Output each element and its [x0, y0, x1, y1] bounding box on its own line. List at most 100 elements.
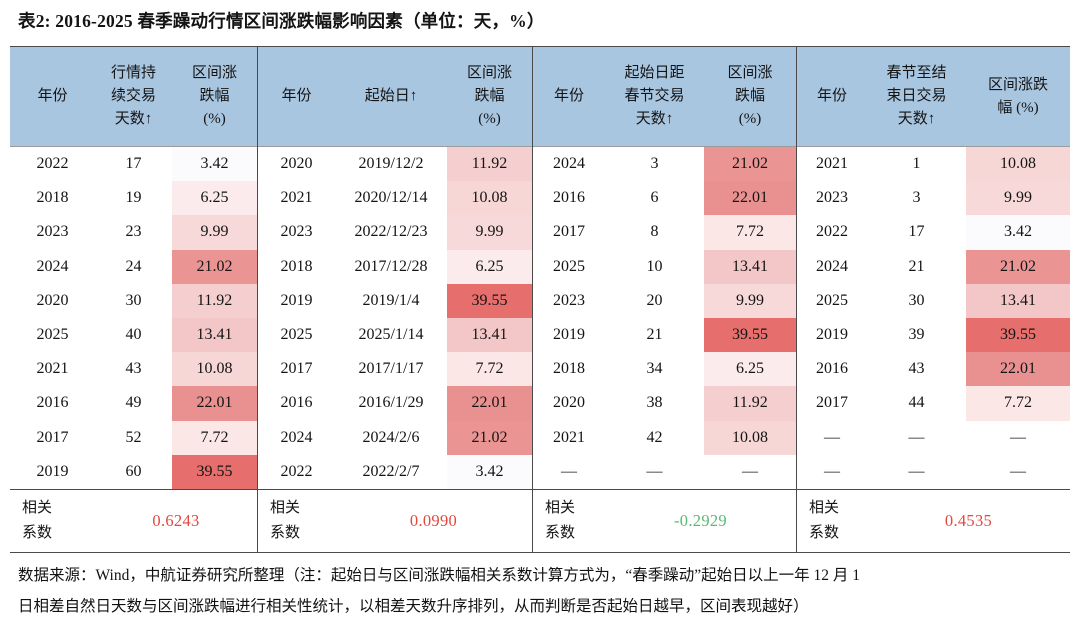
- column-header-line: (%): [203, 111, 226, 127]
- pct-cell: 13.41: [172, 317, 257, 353]
- pct-cell: 21.02: [447, 420, 532, 455]
- pct-cell: 22.01: [172, 386, 257, 421]
- year-cell: 2016: [816, 360, 848, 378]
- pct-cell: 10.08: [966, 147, 1070, 182]
- column-header-line: (%): [478, 111, 501, 127]
- column-header-line: 起始日距: [624, 65, 685, 81]
- pct-cell: 39.55: [966, 317, 1070, 353]
- column-header-pct: 区间涨 跌幅 (%): [447, 47, 532, 147]
- correlation-value: 0.6243: [95, 488, 257, 553]
- column-header-year: 年份: [258, 47, 335, 147]
- pct-cell: 21.02: [704, 147, 796, 182]
- metric-cell: 2017/1/17: [358, 360, 424, 378]
- pct-cell: 9.99: [172, 215, 257, 250]
- metric-cell: 2019/1/4: [362, 291, 420, 309]
- year-cell: 2016: [280, 394, 313, 412]
- column-header-line: (%): [738, 111, 762, 127]
- pct-cell: 7.72: [447, 352, 532, 387]
- pct-cell: 9.99: [966, 181, 1070, 216]
- pct-cell: —: [742, 462, 758, 480]
- pct-cell: 22.01: [966, 352, 1070, 387]
- pct-cell: 6.25: [704, 352, 796, 387]
- year-cell: 2022: [816, 223, 848, 241]
- column-header-line: 幅 (%): [997, 99, 1039, 116]
- correlation-label: 相关 系数: [258, 488, 335, 553]
- metric-cell: 2016/1/29: [358, 394, 424, 412]
- pct-cell: 7.72: [172, 420, 257, 455]
- table-group-4: 年份 春节至结 束日交易 天数↑ 区间涨跌幅 (%) 2021 1 10.08 2023 3 9.9…: [797, 47, 1070, 553]
- correlation-label-line: 系数: [809, 524, 840, 541]
- pct-cell: 7.72: [966, 386, 1070, 421]
- year-cell: —: [561, 462, 577, 480]
- column-header-line: 天数↑: [114, 111, 153, 127]
- year-cell: 2025: [816, 291, 848, 309]
- year-cell: 2022: [36, 155, 69, 173]
- source-note-line-2: 日相差自然日天数与区间涨跌幅进行相关性统计，以相差天数升序排列，从而判断是否起始…: [18, 598, 809, 615]
- metric-cell: 3: [650, 155, 659, 173]
- year-cell: 2021: [816, 155, 848, 173]
- year-cell: 2019: [553, 326, 585, 344]
- metric-cell: 2017/12/28: [354, 257, 428, 275]
- year-cell: 2017: [36, 428, 69, 446]
- year-cell: 2023: [36, 223, 69, 241]
- year-cell: 2023: [280, 223, 313, 241]
- column-header-line: 春节交易: [624, 88, 685, 104]
- column-header-pct: 区间涨 跌幅 (%): [172, 47, 257, 147]
- pct-cell: 21.02: [966, 249, 1070, 284]
- pct-cell: 10.08: [447, 181, 532, 216]
- year-cell: 2018: [36, 189, 69, 207]
- metric-cell: 43: [125, 360, 142, 378]
- year-cell: 2025: [553, 257, 585, 275]
- metric-cell: —: [908, 428, 925, 446]
- column-header-line: 区间涨: [727, 65, 773, 81]
- column-header-line: 年份: [553, 88, 584, 104]
- pct-cell: 7.72: [704, 215, 796, 250]
- column-header-line: 春节至结: [886, 65, 947, 81]
- correlation-label: 相关 系数: [797, 488, 867, 553]
- pct-cell: 3.42: [172, 147, 257, 182]
- metric-cell: 39: [908, 326, 925, 344]
- metric-cell: 30: [125, 291, 142, 309]
- pct-cell: 11.92: [172, 283, 257, 318]
- column-header-pct: 区间涨 跌幅 (%): [704, 47, 796, 147]
- pct-cell: 11.92: [447, 147, 532, 182]
- metric-cell: 30: [908, 291, 925, 309]
- pct-cell: 10.08: [172, 352, 257, 387]
- year-cell: 2020: [280, 155, 313, 173]
- pct-cell: —: [1010, 462, 1026, 480]
- column-header-year: 年份: [10, 47, 95, 147]
- year-cell: —: [824, 462, 840, 480]
- column-header-line: 年份: [281, 88, 312, 104]
- column-header-line: 跌幅: [199, 88, 230, 104]
- correlation-value: -0.2929: [605, 488, 796, 553]
- year-cell: 2020: [36, 291, 69, 309]
- column-header-line: 天数↑: [635, 111, 674, 127]
- pct-cell: 22.01: [704, 181, 796, 216]
- metric-cell: 17: [125, 155, 142, 173]
- year-cell: 2021: [280, 189, 313, 207]
- year-cell: 2024: [816, 257, 848, 275]
- pct-cell: 6.25: [447, 249, 532, 284]
- correlation-label-line: 相关: [22, 499, 53, 516]
- column-header-metric: 行情持 续交易 天数↑: [95, 47, 172, 147]
- metric-cell: 23: [125, 223, 142, 241]
- pct-cell: 22.01: [447, 386, 532, 421]
- year-cell: 2020: [553, 394, 585, 412]
- column-header-line: 束日交易: [886, 88, 947, 104]
- metric-cell: 6: [650, 189, 659, 207]
- column-header-line: 区间涨跌: [987, 76, 1048, 93]
- metric-cell: 3: [912, 189, 921, 207]
- metric-cell: 43: [908, 360, 925, 378]
- metric-cell: 17: [908, 223, 925, 241]
- metric-cell: —: [646, 462, 663, 480]
- year-cell: 2016: [36, 394, 69, 412]
- table-group-2: 年份 起始日↑ 区间涨 跌幅 (%) 2020 2019/12/2 11.92 2021 2020…: [258, 47, 533, 553]
- metric-cell: 21: [646, 326, 663, 344]
- pct-cell: 10.08: [704, 420, 796, 455]
- year-cell: 2017: [553, 223, 585, 241]
- pct-cell: 39.55: [704, 317, 796, 353]
- year-cell: 2017: [280, 360, 313, 378]
- metric-cell: 1: [912, 155, 921, 173]
- source-note-line-1: 数据来源：Wind，中航证券研究所整理（注：起始日与区间涨跌幅相关系数计算方式为…: [18, 567, 860, 584]
